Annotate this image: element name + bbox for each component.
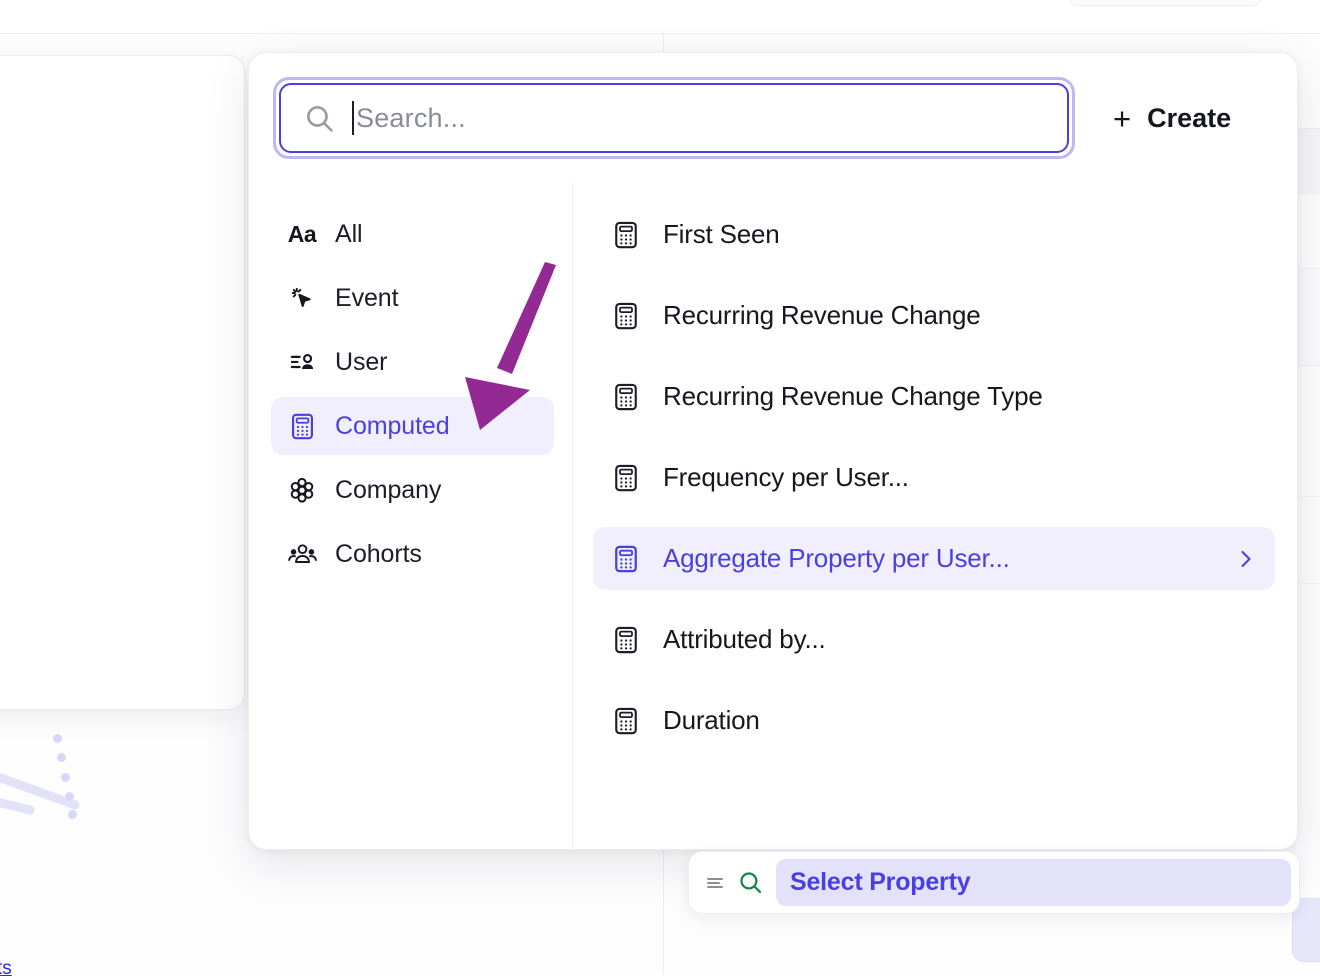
calculator-icon (609, 382, 643, 412)
illustration-lines (0, 772, 80, 815)
flower-icon (285, 476, 319, 504)
property-picker-modal: Search... + Create Aa All (248, 52, 1298, 850)
list-item[interactable]: Recurring Revenue Change Type (593, 365, 1275, 428)
info-card-line: for understanding the (0, 240, 210, 279)
search-field-wrapper[interactable]: Search... (273, 77, 1075, 159)
sidebar-item-label: Company (335, 475, 442, 504)
background-card-a (1296, 128, 1320, 194)
sidebar-item-computed[interactable]: Computed (271, 397, 554, 455)
sidebar-item-user[interactable]: User (271, 333, 554, 391)
list-item[interactable]: Frequency per User... (593, 446, 1275, 509)
list-item-label: First Seen (663, 219, 780, 249)
list-item-label: Attributed by... (663, 624, 826, 654)
sidebar-item-label: All (335, 219, 363, 248)
info-card-line: ating it to other (0, 279, 210, 318)
list-item[interactable]: Duration (593, 689, 1275, 752)
chevron-right-icon[interactable] (1233, 547, 1257, 571)
create-button[interactable]: + Create (1113, 103, 1231, 134)
info-card-title: rty per User... (0, 100, 210, 128)
list-item[interactable]: First Seen (593, 203, 1275, 266)
list-item[interactable]: Attributed by... (593, 608, 1275, 671)
calculator-icon (609, 544, 643, 574)
search-icon (307, 105, 333, 132)
user-list-icon (285, 349, 319, 376)
illustration-dot (61, 773, 70, 782)
select-property-label: Select Property (790, 868, 971, 896)
calculator-icon (609, 625, 643, 655)
calculator-icon (609, 301, 643, 331)
list-item-aggregate-property-per-user[interactable]: Aggregate Property per User... (593, 527, 1275, 590)
calculator-icon (285, 412, 319, 441)
sidebar-item-label: Event (335, 283, 399, 312)
decorative-illustration (0, 734, 130, 845)
illustration-dot (65, 792, 74, 801)
sidebar-item-label: User (335, 347, 388, 376)
illustration-dot (68, 810, 77, 819)
sidebar-item-all[interactable]: Aa All (271, 205, 554, 263)
sidebar-item-event[interactable]: Event (271, 269, 554, 327)
sidebar-item-label: Computed (335, 411, 450, 440)
create-button-label: Create (1147, 102, 1232, 133)
background-top-card (1068, 0, 1262, 6)
select-property-chip[interactable]: Select Property (776, 859, 1291, 906)
calculator-icon (609, 220, 643, 250)
list-item[interactable]: Recurring Revenue Change (593, 284, 1275, 347)
list-item-label: Recurring Revenue Change Type (663, 381, 1043, 411)
list-item-label: Aggregate Property per User... (663, 543, 1010, 573)
modal-body: Aa All Event (249, 183, 1297, 849)
people-group-icon (285, 540, 319, 569)
select-property-bar[interactable]: Select Property (688, 851, 1300, 914)
sidebar-item-cohorts[interactable]: Cohorts (271, 525, 554, 583)
search-icon[interactable] (737, 869, 764, 896)
results-list: First Seen Recurring Revenue Change (573, 183, 1297, 849)
calculator-icon (609, 706, 643, 736)
property-info-card: rty per User... acks the property ser. T… (0, 55, 245, 710)
list-item-label: Duration (663, 705, 760, 735)
modal-header: Search... + Create (249, 53, 1297, 183)
sidebar-item-label: Cohorts (335, 539, 422, 568)
illustration-dot (53, 734, 62, 743)
category-sidebar: Aa All Event (249, 183, 573, 849)
search-placeholder: Search... (356, 102, 466, 133)
info-bottom-link[interactable]: ments (0, 958, 12, 979)
calculator-icon (609, 463, 643, 493)
list-item-label: Frequency per User... (663, 462, 909, 492)
text-caret (352, 101, 354, 135)
search-field[interactable]: Search... (279, 83, 1069, 153)
list-item-label: Recurring Revenue Change (663, 300, 981, 330)
drag-handle-icon[interactable] (703, 871, 727, 895)
plus-icon: + (1113, 100, 1132, 136)
aa-text-icon: Aa (287, 220, 317, 247)
sidebar-item-company[interactable]: Company (271, 461, 554, 519)
info-card-line: acks the property (0, 162, 210, 201)
click-cursor-icon (285, 285, 319, 311)
illustration-dot (57, 753, 66, 762)
